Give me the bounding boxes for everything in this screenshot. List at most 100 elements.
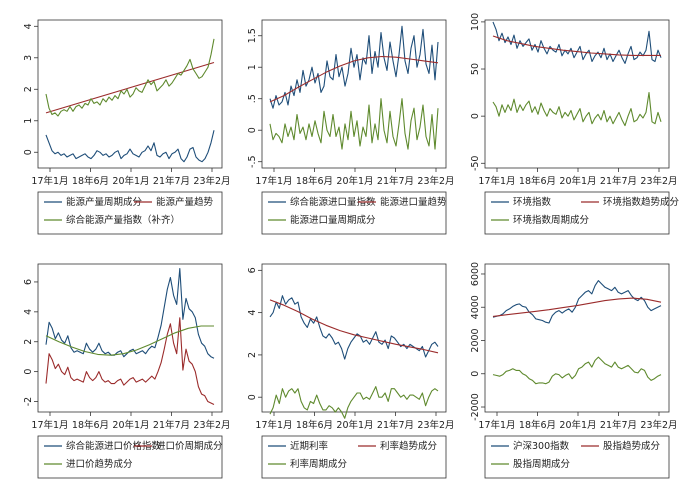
x-tick-label: 17年1月 <box>31 419 68 431</box>
legend-box <box>37 191 223 235</box>
series-line-3 <box>45 325 214 356</box>
y-tick-label: 2000 <box>470 328 481 352</box>
y-tick-label: 0 <box>470 371 481 377</box>
x-tick-label: 23年2月 <box>640 419 677 431</box>
x-tick-label: 18年6月 <box>296 419 333 431</box>
x-tick-label: 17年1月 <box>31 175 68 187</box>
legend-label: 进口价趋势成分 <box>66 458 133 470</box>
legend-label: 能源进口量趋势 <box>380 196 447 208</box>
legend-label: 环境指数趋势成分 <box>603 196 680 208</box>
y-tick-label: 0 <box>470 113 481 119</box>
x-tick-label: 21年7月 <box>600 419 637 431</box>
x-tick-label: 17年1月 <box>255 175 292 187</box>
x-tick-label: 20年1月 <box>559 175 596 187</box>
chart-panel-6: -2000 0 2000 4000 6000 17年1月 18年6月 20年1月 21年7月 23… <box>470 262 678 479</box>
series-line-2 <box>45 61 215 114</box>
legend-box <box>37 435 223 479</box>
legend-label: 环境指数周期成分 <box>513 214 590 226</box>
series-line-3 <box>45 38 215 117</box>
y-tick-label: 2 <box>23 86 34 92</box>
x-tick-label: 20年1月 <box>112 419 149 431</box>
y-tick-label: 4 <box>23 23 34 29</box>
x-tick-label: 17年1月 <box>478 175 515 187</box>
x-tick-label: 17年1月 <box>478 419 515 431</box>
series-line-1 <box>492 280 662 324</box>
x-tick-label: 18年6月 <box>519 419 556 431</box>
legend-box <box>261 435 447 479</box>
plot-frame <box>37 19 223 169</box>
y-tick-label: 4 <box>247 310 258 316</box>
y-tick-label: 0 <box>247 394 258 400</box>
y-tick-label: 100 <box>470 13 481 31</box>
y-tick-label: .5 <box>247 94 258 103</box>
chart-panel-2: -.5 0 .5 1 1.5 17年1月 18年6月 20年1月 21年7月 23年2月综合能源进… <box>247 19 455 235</box>
legend-label: 利率趋势成分 <box>380 440 438 452</box>
legend-label: 进口价周期成分 <box>156 440 223 452</box>
legend-box <box>261 191 447 235</box>
legend-label: 能源产量趋势 <box>156 196 214 208</box>
series-line-3 <box>269 98 439 150</box>
y-tick-label: 4000 <box>470 295 481 319</box>
y-tick-label: -2 <box>23 397 34 406</box>
legend-label: 沪深300指数 <box>513 440 570 452</box>
x-tick-label: 23年2月 <box>640 175 677 187</box>
y-tick-label: -50 <box>470 156 481 172</box>
x-tick-label: 18年6月 <box>519 175 556 187</box>
series-line-2 <box>269 55 439 103</box>
x-tick-label: 23年2月 <box>417 419 454 431</box>
series-line-1 <box>45 130 215 163</box>
x-tick-label: 23年2月 <box>417 175 454 187</box>
plot-frame <box>484 263 670 413</box>
x-tick-label: 17年1月 <box>255 419 292 431</box>
legend-label: 综合能源产量指数（补齐） <box>66 214 180 226</box>
x-tick-label: 23年2月 <box>193 175 230 187</box>
legend-label: 利率周期成分 <box>290 458 348 470</box>
y-tick-label: 4 <box>23 309 34 315</box>
legend-label: 综合能源进口价格指数 <box>66 440 162 452</box>
legend-label: 股指周期成分 <box>513 458 571 470</box>
legend-label: 近期利率 <box>290 440 329 452</box>
legend-label: 环境指数 <box>513 196 552 208</box>
y-tick-label: 6000 <box>470 262 481 286</box>
x-tick-label: 20年1月 <box>559 419 596 431</box>
x-tick-label: 21年7月 <box>600 175 637 187</box>
x-tick-label: 20年1月 <box>336 175 373 187</box>
x-tick-label: 21年7月 <box>377 175 414 187</box>
y-tick-label: 2 <box>247 352 258 358</box>
y-tick-label: 2 <box>23 339 34 345</box>
series-line-2 <box>45 317 215 405</box>
y-tick-label: 6 <box>23 279 34 285</box>
series-line-3 <box>492 356 662 385</box>
series-line-1 <box>269 295 439 360</box>
y-tick-label: -.5 <box>247 155 258 168</box>
x-tick-label: 21年7月 <box>153 175 190 187</box>
series-line-2 <box>269 299 439 354</box>
x-tick-label: 23年2月 <box>193 419 230 431</box>
x-tick-label: 21年7月 <box>377 419 414 431</box>
legend-label: 能源产量周期成分 <box>66 196 143 208</box>
x-tick-label: 18年6月 <box>72 419 109 431</box>
x-tick-label: 18年6月 <box>72 175 109 187</box>
legend-label: 股指趋势成分 <box>603 440 661 452</box>
plot-frame <box>37 263 223 413</box>
y-tick-label: 3 <box>23 55 34 61</box>
legend-box <box>484 435 670 479</box>
y-tick-label: 50 <box>470 63 481 75</box>
series-line-3 <box>269 386 439 419</box>
series-line-2 <box>492 297 662 317</box>
y-tick-label: 0 <box>23 369 34 375</box>
series-line-1 <box>269 25 439 109</box>
x-tick-label: 21年7月 <box>153 419 190 431</box>
legend-label: 综合能源进口量指数 <box>290 196 376 208</box>
y-tick-label: 1 <box>23 118 34 124</box>
y-tick-label: 1 <box>247 64 258 70</box>
y-tick-label: 1.5 <box>247 28 258 43</box>
series-line-3 <box>492 92 662 127</box>
chart-panel-4: -2 0 2 4 6 17年1月 18年6月 20年1月 21年7月 23年2月综合能源进口价格指… <box>23 263 231 479</box>
series-line-2 <box>492 35 661 56</box>
legend-label: 能源进口量周期成分 <box>290 214 376 226</box>
